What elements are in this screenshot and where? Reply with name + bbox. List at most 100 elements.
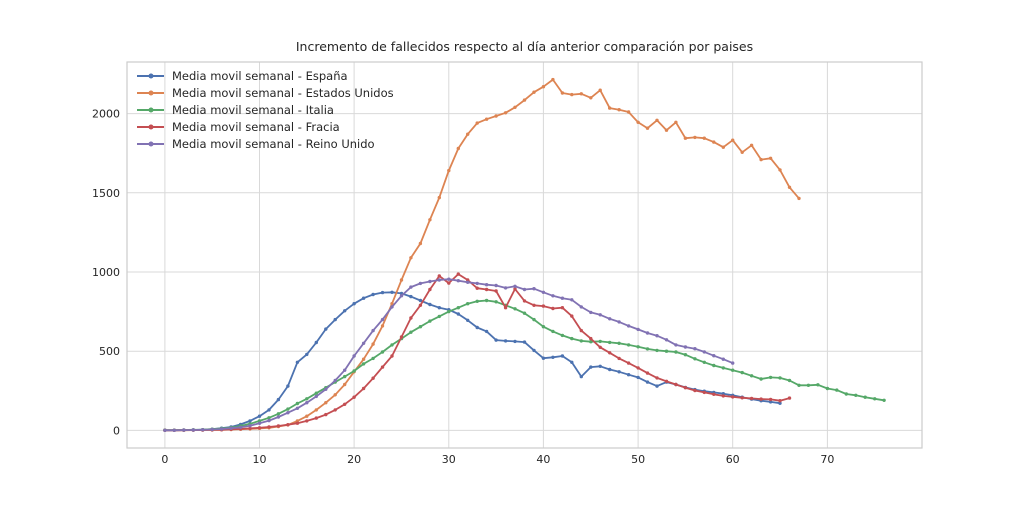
marker-estados-unidos	[570, 92, 574, 97]
marker-italia	[295, 401, 300, 406]
marker-estados-unidos	[418, 241, 423, 246]
marker-italia	[579, 339, 583, 343]
marker-reino-unido	[636, 327, 640, 332]
marker-espana	[475, 325, 479, 330]
marker-reino-unido	[295, 406, 300, 410]
marker-italia	[371, 356, 375, 361]
marker-italia	[551, 329, 555, 334]
marker-espana	[598, 364, 602, 368]
marker-fracia	[314, 416, 318, 420]
marker-estados-unidos	[343, 382, 347, 387]
marker-reino-unido	[702, 350, 706, 354]
marker-fracia	[456, 272, 460, 276]
marker-italia	[343, 374, 347, 379]
marker-fracia	[560, 306, 565, 310]
marker-estados-unidos	[551, 77, 555, 82]
marker-reino-unido	[324, 387, 328, 391]
marker-italia	[305, 397, 309, 401]
marker-italia	[570, 336, 574, 341]
marker-estados-unidos	[626, 110, 631, 114]
marker-fracia	[579, 328, 583, 333]
marker-espana	[484, 329, 489, 334]
marker-estados-unidos	[409, 256, 413, 260]
marker-italia	[617, 341, 621, 345]
marker-fracia	[759, 397, 763, 401]
marker-fracia	[532, 303, 536, 307]
marker-estados-unidos	[768, 156, 773, 160]
marker-reino-unido	[371, 328, 375, 333]
marker-espana	[655, 384, 659, 388]
marker-fracia	[702, 390, 706, 395]
marker-espana	[380, 290, 385, 295]
legend-label: Media movil semanal - España	[172, 68, 348, 83]
marker-fracia	[447, 281, 451, 285]
marker-reino-unido	[466, 280, 470, 284]
marker-reino-unido	[343, 368, 347, 372]
x-tick-label: 20	[347, 453, 361, 466]
line-espana	[164, 291, 781, 432]
marker-reino-unido	[541, 290, 546, 294]
marker-fracia	[617, 356, 621, 361]
marker-fracia	[787, 396, 792, 400]
marker-espana	[522, 340, 527, 344]
marker-reino-unido	[390, 305, 394, 309]
marker-estados-unidos	[579, 92, 583, 96]
marker-reino-unido	[380, 317, 385, 322]
marker-italia	[816, 383, 820, 387]
legend-item-fracia: Media movil semanal - Fracia	[137, 118, 394, 135]
marker-fracia	[409, 316, 413, 320]
marker-espana	[371, 292, 375, 297]
marker-reino-unido	[551, 294, 555, 298]
marker-estados-unidos	[380, 324, 385, 328]
marker-espana	[257, 414, 262, 418]
marker-reino-unido	[456, 279, 460, 283]
marker-espana	[428, 302, 432, 307]
marker-fracia	[437, 274, 441, 278]
marker-reino-unido	[286, 411, 290, 415]
marker-reino-unido	[238, 425, 243, 429]
marker-estados-unidos	[513, 105, 517, 110]
marker-italia	[674, 350, 678, 354]
marker-espana	[409, 294, 413, 299]
marker-italia	[778, 376, 782, 380]
marker-reino-unido	[579, 305, 583, 309]
marker-italia	[598, 339, 602, 344]
marker-reino-unido	[664, 338, 669, 342]
marker-espana	[551, 355, 555, 359]
marker-italia	[806, 383, 811, 387]
marker-espana	[352, 302, 356, 306]
marker-italia	[589, 340, 593, 344]
marker-espana	[636, 375, 640, 380]
legend-item-reino-unido: Media movil semanal - Reino Unido	[137, 135, 394, 152]
marker-fracia	[503, 306, 508, 310]
marker-fracia	[371, 376, 375, 380]
y-tick-label: 1500	[92, 187, 120, 200]
legend-marker-icon	[148, 141, 153, 146]
y-tick-label: 500	[99, 345, 120, 358]
legend-label: Media movil semanal - Fracia	[172, 119, 340, 134]
marker-reino-unido	[428, 279, 432, 284]
marker-estados-unidos	[324, 401, 328, 405]
marker-reino-unido	[608, 317, 612, 321]
marker-italia	[759, 377, 763, 381]
marker-reino-unido	[626, 324, 631, 328]
marker-italia	[418, 325, 423, 329]
marker-estados-unidos	[541, 85, 546, 89]
marker-estados-unidos	[305, 414, 309, 418]
marker-italia	[409, 330, 413, 334]
marker-fracia	[740, 396, 744, 400]
marker-italia	[683, 353, 688, 357]
marker-estados-unidos	[797, 196, 801, 201]
marker-reino-unido	[201, 428, 205, 432]
marker-fracia	[768, 397, 773, 402]
marker-estados-unidos	[466, 132, 470, 136]
marker-reino-unido	[674, 343, 678, 347]
marker-estados-unidos	[437, 195, 441, 200]
marker-espana	[248, 419, 252, 423]
marker-italia	[494, 300, 498, 304]
marker-espana	[324, 327, 328, 331]
marker-fracia	[305, 419, 309, 423]
marker-fracia	[267, 425, 271, 429]
marker-estados-unidos	[636, 120, 640, 125]
